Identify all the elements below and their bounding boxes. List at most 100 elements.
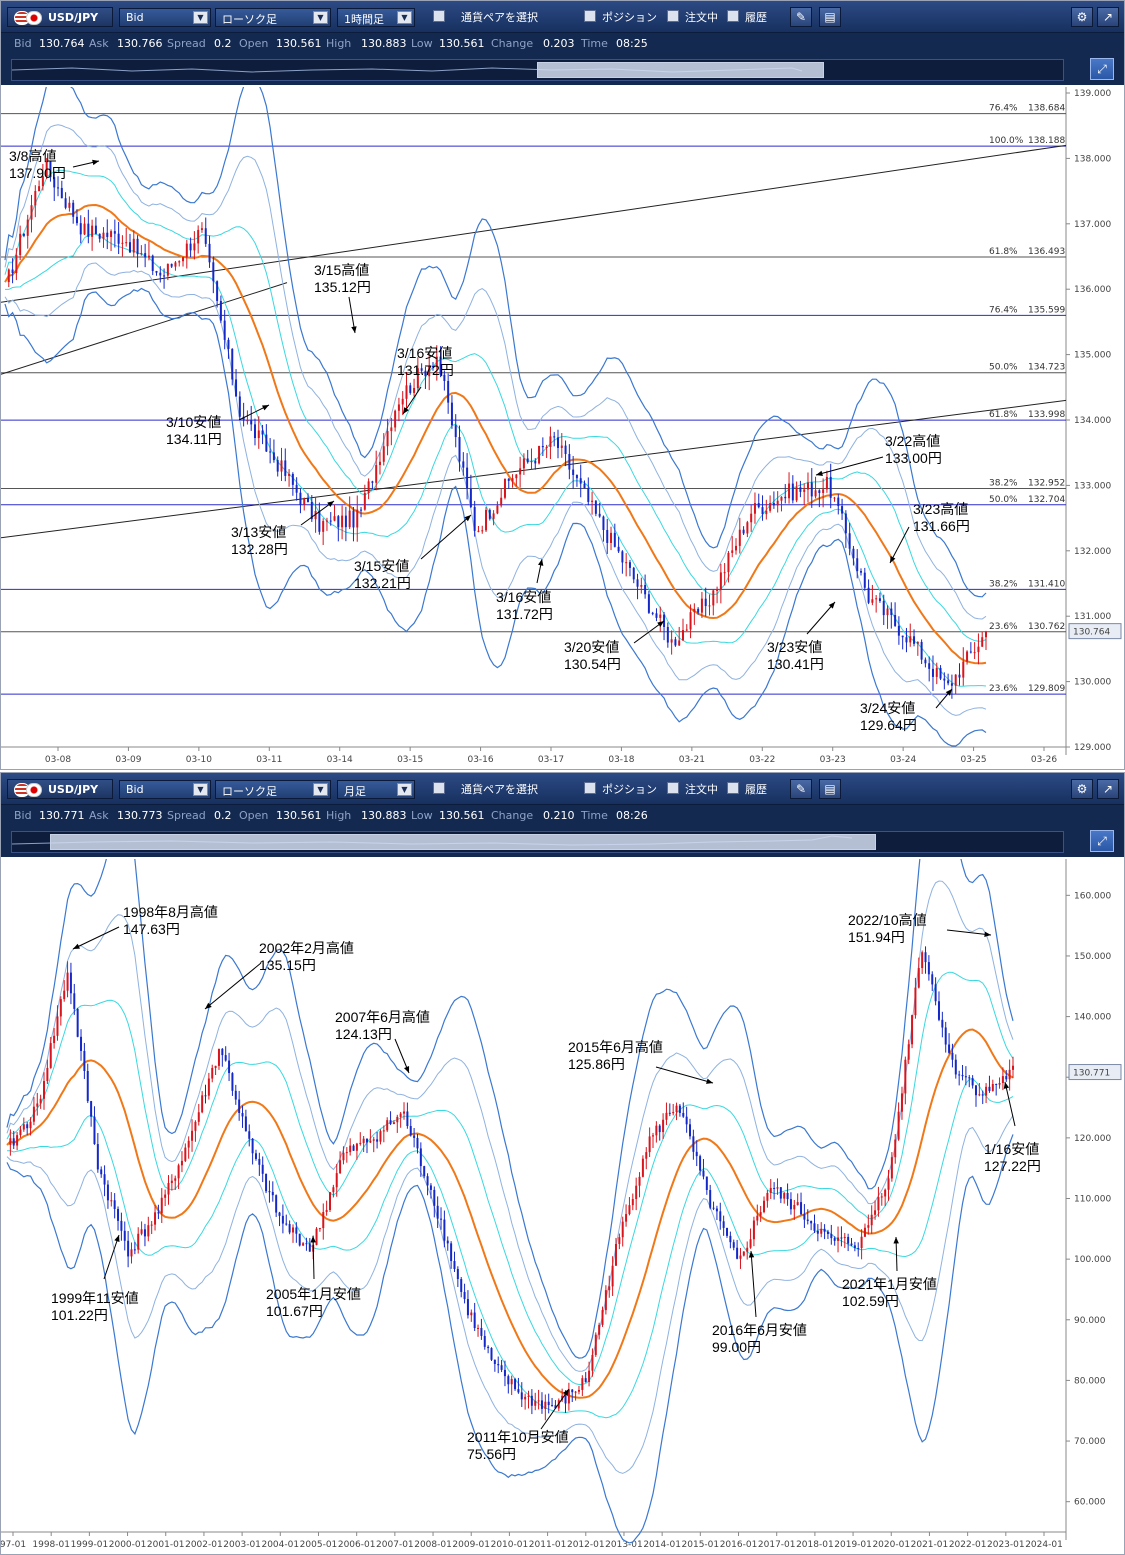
zoom-fit-icon[interactable]: ⤢: [1090, 830, 1114, 852]
price-tick-label: 137.000: [1074, 220, 1111, 230]
open-value: 130.561: [276, 37, 322, 50]
candle-body: [307, 498, 310, 502]
orders-checkbox[interactable]: [667, 10, 679, 22]
chevron-down-icon: ▼: [397, 783, 412, 796]
navigator-scrollbar[interactable]: [11, 831, 1064, 853]
candle-body: [163, 275, 166, 277]
candle-body: [553, 436, 556, 438]
orders-checkbox[interactable]: [667, 782, 679, 794]
pair-select-label: 通貨ペアを選択: [461, 783, 538, 796]
expand-icon[interactable]: ↗: [1097, 779, 1119, 799]
candle-body: [477, 530, 480, 532]
candle-body: [689, 612, 692, 630]
candle-body: [302, 1243, 305, 1246]
candle-body: [712, 590, 715, 606]
candle-body: [492, 513, 495, 519]
candle-body: [493, 1359, 496, 1365]
candle-body: [581, 1378, 584, 1390]
candle-body: [540, 1400, 543, 1409]
drawing-tools-button[interactable]: ✎: [790, 779, 812, 799]
candle-body: [961, 1074, 964, 1077]
history-checkbox[interactable]: [727, 10, 739, 22]
zoom-fit-icon[interactable]: ⤢: [1090, 58, 1114, 80]
change-value: 0.203: [543, 37, 575, 50]
candle-body: [560, 445, 563, 448]
pair-select-checkbox[interactable]: [433, 782, 445, 794]
candle-body: [939, 668, 942, 679]
fib-value-label: 138.188: [1028, 136, 1065, 146]
symbol-selector[interactable]: USD/JPY: [7, 7, 113, 27]
candle-body: [806, 1219, 809, 1221]
candle-body: [852, 548, 855, 559]
navigator-handle[interactable]: [537, 62, 824, 78]
plot-background: [1, 87, 1066, 747]
navigator-scrollbar[interactable]: [11, 59, 1064, 81]
candle-body: [848, 533, 851, 549]
candle-body: [723, 572, 726, 574]
time-tick-label: 03-22: [749, 755, 775, 765]
candle-body: [921, 952, 924, 969]
candle-body: [76, 1008, 79, 1037]
candle-body: [632, 567, 635, 580]
candle-body: [500, 1365, 503, 1370]
timeframe-dropdown[interactable]: 1時間足 ▼: [337, 8, 415, 27]
layout-button[interactable]: ▤: [819, 779, 841, 799]
annotation-value: 125.86円: [568, 1056, 625, 1072]
pair-select-checkbox[interactable]: [433, 10, 445, 22]
expand-icon[interactable]: ↗: [1097, 7, 1119, 27]
candle-body: [719, 572, 722, 590]
symbol-selector[interactable]: USD/JPY: [7, 779, 113, 799]
position-checkbox[interactable]: [584, 782, 596, 794]
gear-icon[interactable]: ⚙: [1071, 7, 1093, 27]
candle-body: [731, 550, 734, 553]
candle-body: [73, 993, 76, 1009]
ask-label: Ask: [89, 37, 109, 50]
gear-icon[interactable]: ⚙: [1071, 779, 1093, 799]
annotation-arrowhead: [114, 1235, 120, 1242]
quote-infobar: Bid 130.764 Ask 130.766 Spread 0.2 Open …: [1, 33, 1124, 55]
candle-body: [416, 1137, 419, 1149]
history-checkbox[interactable]: [727, 782, 739, 794]
drawing-tools-button[interactable]: ✎: [790, 7, 812, 27]
chart-type-dropdown[interactable]: ローソク足 ▼: [215, 8, 331, 27]
price-type-dropdown[interactable]: Bid ▼: [119, 8, 211, 27]
chart-type-dropdown[interactable]: ローソク足 ▼: [215, 780, 331, 799]
candle-body: [130, 1249, 133, 1257]
fib-percent-label: 100.0%: [989, 136, 1024, 146]
candle-body: [419, 1148, 422, 1167]
candle-body: [238, 1099, 241, 1114]
candle-body: [9, 1138, 12, 1145]
candle-body: [900, 1093, 903, 1112]
monthly-candlestick-chart[interactable]: 160.000150.000140.000130.000120.000110.0…: [1, 859, 1124, 1554]
layout-button[interactable]: ▤: [819, 7, 841, 27]
candle-body: [473, 507, 476, 531]
hourly-candlestick-chart[interactable]: 139.000 138.000 137.000 136.000 135.000 134.0…: [1, 87, 1124, 769]
fib-percent-label: 61.8%: [989, 247, 1018, 257]
candle-body: [127, 1240, 130, 1257]
position-checkbox[interactable]: [584, 10, 596, 22]
annotation-label: 2021年1月安値: [842, 1276, 937, 1292]
bollinger-lower-3: [4, 287, 987, 747]
candle-body: [813, 1223, 816, 1231]
timeframe-dropdown[interactable]: 月足 ▼: [337, 780, 415, 799]
candle-body: [481, 530, 484, 532]
candle-body: [863, 572, 866, 588]
monthly-chart-area[interactable]: 160.000150.000140.000130.000120.000110.0…: [1, 859, 1124, 1554]
bollinger-lower-2: [6, 1115, 1014, 1474]
annotation-label: 3/23高値: [913, 501, 968, 517]
candle-body: [103, 1174, 106, 1185]
candle-body: [310, 501, 313, 520]
candle-body: [460, 1279, 463, 1292]
candle-body: [674, 639, 677, 646]
candle-body: [517, 1389, 520, 1393]
navigator-handle[interactable]: [50, 834, 876, 850]
candle-body: [174, 262, 177, 267]
time-tick-label: 03-24: [890, 755, 916, 765]
candle-body: [242, 416, 245, 421]
candle-body: [200, 228, 203, 230]
candle-body: [16, 1135, 19, 1146]
hourly-chart-area[interactable]: 139.000 138.000 137.000 136.000 135.000 134.0…: [1, 87, 1124, 769]
price-type-dropdown[interactable]: Bid ▼: [119, 780, 211, 799]
candle-body: [337, 516, 340, 528]
change-value: 0.210: [543, 809, 575, 822]
